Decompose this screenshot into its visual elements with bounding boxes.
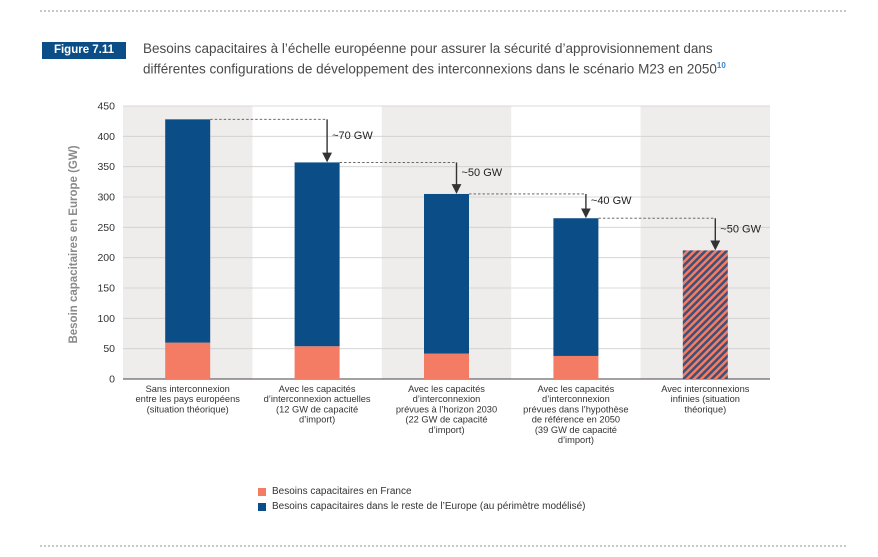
x-tick-label-line: d’import) [299, 415, 335, 425]
x-tick-label-line: (22 GW de capacité [405, 415, 487, 425]
y-tick-label: 450 [97, 101, 115, 113]
y-tick-label: 300 [97, 192, 115, 204]
step-annotation: ~40 GW [591, 195, 632, 207]
step-annotation: ~50 GW [720, 223, 761, 235]
y-tick-label: 50 [103, 343, 115, 355]
legend-swatch-france [258, 487, 266, 496]
top-divider [40, 10, 846, 12]
x-tick-label-line: (39 GW de capacité [535, 425, 617, 435]
bar-france [553, 355, 599, 379]
x-tick-label-line: Avec les capacités [408, 384, 485, 394]
x-tick-label-line: d’interconnexion [542, 394, 610, 404]
x-tick-label-line: Avec interconnexions [661, 384, 750, 394]
figure-title-line1: Besoins capacitaires à l’échelle europée… [143, 41, 713, 56]
x-tick-label-line: théorique) [684, 404, 726, 414]
y-tick-label: 250 [97, 222, 115, 234]
x-tick-label-line: d’interconnexion actuelles [264, 394, 371, 404]
x-tick-label-line: d’interconnexion [413, 394, 481, 404]
x-tick-label: Avec les capacités d’interconnexion prévue… [396, 384, 497, 435]
x-tick-label: Avec les capacités d’interconnexion prévue… [523, 384, 628, 445]
bar-france [165, 342, 211, 379]
x-tick-label-line: d’import) [558, 435, 594, 445]
bar-france [294, 346, 340, 379]
figure-label: Figure 7.11 [42, 42, 126, 59]
figure-title-line2: différentes configurations de développem… [143, 61, 717, 77]
x-tick-label-line: d’import) [428, 425, 464, 435]
y-tick-label: 150 [97, 283, 115, 295]
step-annotation: ~50 GW [462, 167, 503, 179]
bar-europe [294, 162, 340, 347]
x-tick-label-line: de référence en 2050 [532, 415, 620, 425]
legend-item-europe: Besoins capacitaires dans le reste de l’… [258, 499, 586, 514]
legend: Besoins capacitaires en France Besoins c… [258, 484, 586, 514]
x-tick-label-line: entre les pays européens [135, 394, 240, 404]
x-tick-label: Avec les capacités d’interconnexion actue… [264, 384, 371, 425]
y-tick-label: 200 [97, 252, 115, 264]
legend-label-france: Besoins capacitaires en France [272, 486, 412, 497]
x-tick-label-line: infinies (situation [671, 394, 740, 404]
x-tick-label-line: Sans interconnexion [146, 384, 230, 394]
figure-title: Besoins capacitaires à l’échelle europée… [143, 40, 833, 78]
y-tick-label: 100 [97, 313, 115, 325]
bar-europe [424, 193, 469, 354]
legend-item-france: Besoins capacitaires en France [258, 484, 586, 499]
y-axis-label: Besoin capacitaires en Europe (GW) [68, 145, 80, 343]
bar-france [424, 353, 469, 379]
x-tick-label-line: (situation théorique) [147, 404, 229, 414]
bottom-divider [40, 545, 846, 547]
bar-europe [165, 119, 211, 343]
x-tick-label-line: prévues dans l’hypothèse [523, 404, 628, 414]
x-tick-label-line: prévues à l’horizon 2030 [396, 404, 497, 414]
legend-swatch-europe [258, 502, 266, 511]
y-tick-label: 400 [97, 131, 115, 143]
x-tick-label: Avec interconnexions infinies (situation t… [661, 384, 750, 414]
x-tick-label-line: Avec les capacités [537, 384, 614, 394]
footnote-ref: 10 [716, 61, 726, 70]
step-annotation: ~70 GW [332, 130, 373, 142]
x-tick-label-line: (12 GW de capacité [276, 404, 358, 414]
legend-label-europe: Besoins capacitaires dans le reste de l’… [272, 501, 586, 512]
bar-infinite-hatched [682, 250, 728, 379]
y-tick-label: 0 [109, 374, 115, 386]
y-tick-label: 350 [97, 161, 115, 173]
x-tick-label-line: Avec les capacités [279, 384, 356, 394]
x-tick-label: Sans interconnexion entre les pays europé… [135, 384, 240, 414]
bar-europe [553, 218, 599, 356]
